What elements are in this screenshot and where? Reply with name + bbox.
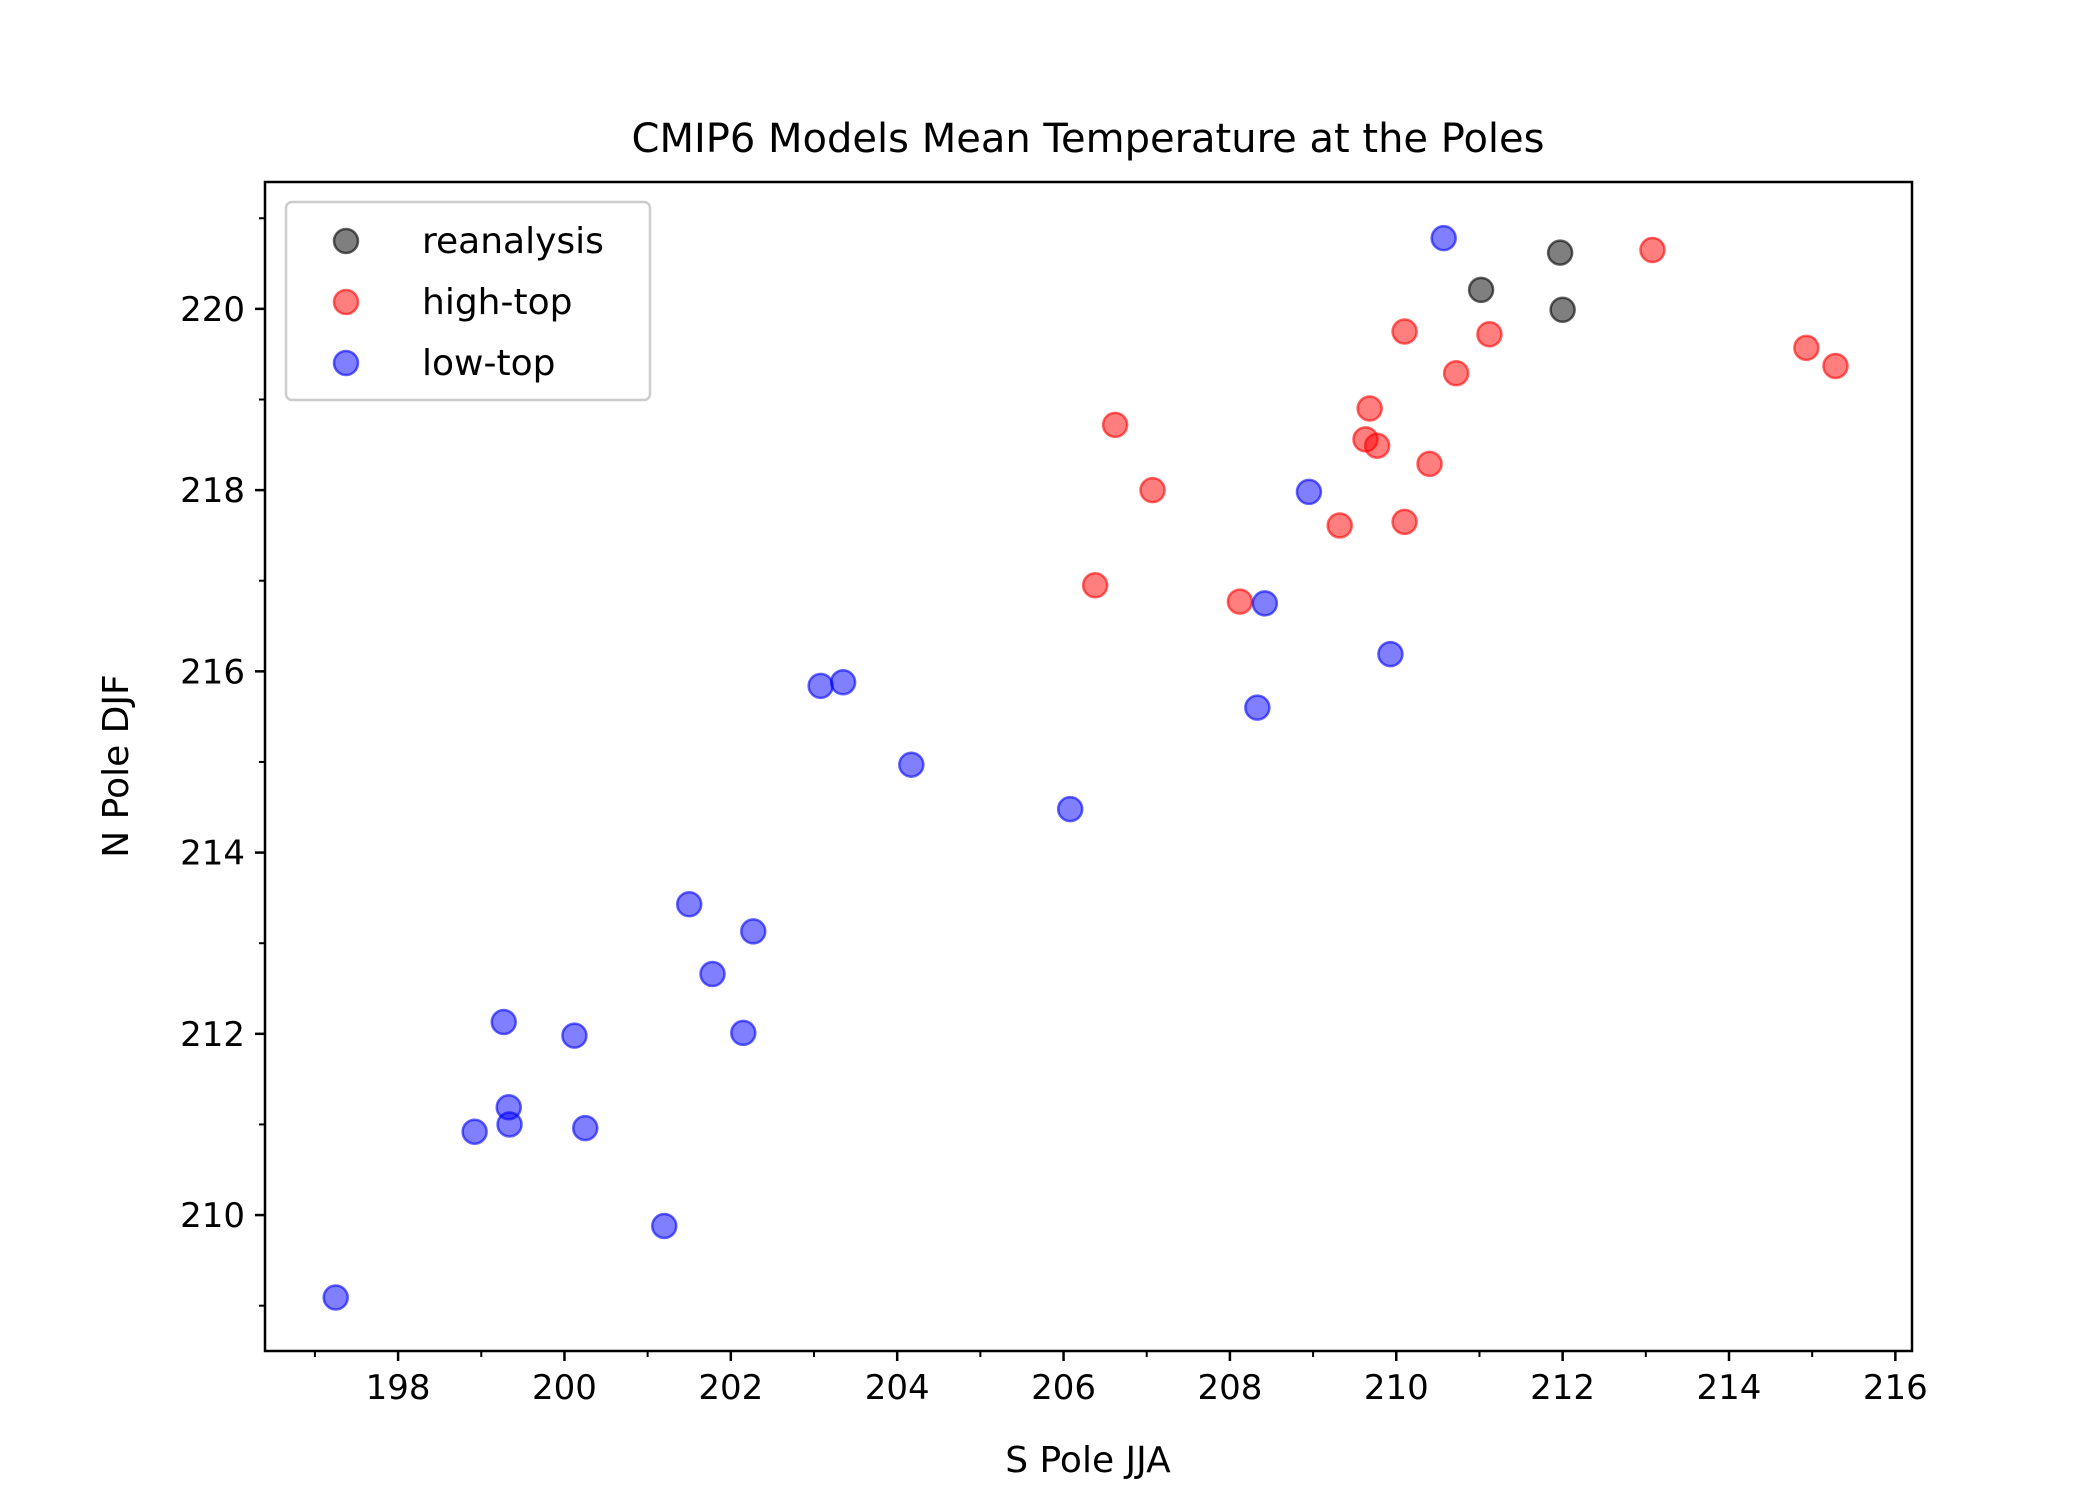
data-point-low-top <box>490 1008 517 1036</box>
data-point-reanalysis <box>1549 296 1576 324</box>
series-high-top <box>1081 236 1849 615</box>
data-point-high-top <box>1081 572 1109 599</box>
data-point-low-top <box>561 1022 588 1049</box>
data-point-high-top <box>1476 320 1503 348</box>
data-point-high-top <box>1639 236 1666 264</box>
data-point-high-top <box>1101 411 1129 439</box>
data-point-low-top <box>699 960 726 988</box>
legend-label-reanalysis: reanalysis <box>422 221 604 262</box>
data-point-low-top <box>1244 694 1271 721</box>
legend-label-low-top: low-top <box>422 343 555 384</box>
x-axis-ticks: 198 200 202 204 206 208 210 212 214 216 <box>313 1351 1928 1408</box>
y-tick-label: 220 <box>180 290 245 330</box>
legend-marker-low-top <box>332 349 360 377</box>
data-point-reanalysis <box>1546 239 1574 266</box>
data-point-high-top <box>1363 432 1391 459</box>
data-point-high-top <box>1139 476 1166 504</box>
data-point-low-top <box>1295 478 1323 506</box>
data-point-high-top <box>1391 318 1418 345</box>
data-point-low-top <box>322 1284 349 1311</box>
data-point-low-top <box>807 672 834 700</box>
data-point-low-top <box>730 1019 757 1047</box>
x-tick-label: 216 <box>1863 1368 1928 1408</box>
x-tick-label: 206 <box>1031 1368 1096 1408</box>
y-axis-ticks: 210 212 214 216 218 220 <box>180 217 265 1307</box>
chart-title: CMIP6 Models Mean Temperature at the Pol… <box>632 116 1545 162</box>
data-point-low-top <box>1430 224 1457 252</box>
x-axis-label: S Pole JJA <box>1005 1440 1171 1481</box>
data-point-low-top <box>651 1212 678 1240</box>
y-axis-label: N Pole DJF <box>96 674 137 857</box>
data-point-high-top <box>1442 359 1470 387</box>
series-reanalysis <box>1467 239 1576 324</box>
data-point-high-top <box>1391 508 1418 536</box>
plot-area-frame <box>263 180 1914 1353</box>
x-tick-label: 200 <box>532 1368 597 1408</box>
y-tick-label: 214 <box>180 834 245 874</box>
x-tick-label: 202 <box>698 1368 763 1408</box>
data-point-high-top <box>1416 450 1443 478</box>
data-point-reanalysis <box>1467 276 1495 304</box>
x-tick-label: 214 <box>1697 1368 1762 1408</box>
data-point-low-top <box>496 1111 523 1138</box>
data-point-low-top <box>572 1114 599 1142</box>
legend-label-high-top: high-top <box>422 282 572 323</box>
data-point-low-top <box>898 751 925 778</box>
data-point-low-top <box>1251 590 1279 617</box>
y-tick-label: 210 <box>180 1196 245 1236</box>
data-point-high-top <box>1356 395 1383 422</box>
x-tick-label: 212 <box>1530 1368 1595 1408</box>
x-tick-label: 204 <box>865 1368 930 1408</box>
data-point-high-top <box>1822 352 1849 380</box>
data-point-high-top <box>1326 512 1353 539</box>
y-tick-label: 218 <box>180 471 245 511</box>
y-tick-label: 216 <box>180 652 245 692</box>
data-point-high-top <box>1793 334 1820 362</box>
x-tick-label: 198 <box>366 1368 431 1408</box>
legend-marker-reanalysis <box>332 227 360 255</box>
legend-frame <box>284 200 652 402</box>
data-point-low-top <box>1056 795 1084 823</box>
x-tick-label: 208 <box>1197 1368 1262 1408</box>
data-point-low-top <box>675 890 703 918</box>
series-low-top <box>322 224 1457 1311</box>
data-point-high-top <box>1226 588 1254 615</box>
data-point-low-top <box>740 918 767 945</box>
data-point-low-top <box>1377 640 1404 668</box>
legend: reanalysis high-top low-top <box>284 200 652 402</box>
data-point-low-top <box>829 668 857 696</box>
data-points <box>322 224 1849 1311</box>
data-point-low-top <box>461 1118 488 1145</box>
y-tick-label: 212 <box>180 1015 245 1055</box>
legend-marker-high-top <box>332 288 360 316</box>
x-tick-label: 210 <box>1364 1368 1429 1408</box>
